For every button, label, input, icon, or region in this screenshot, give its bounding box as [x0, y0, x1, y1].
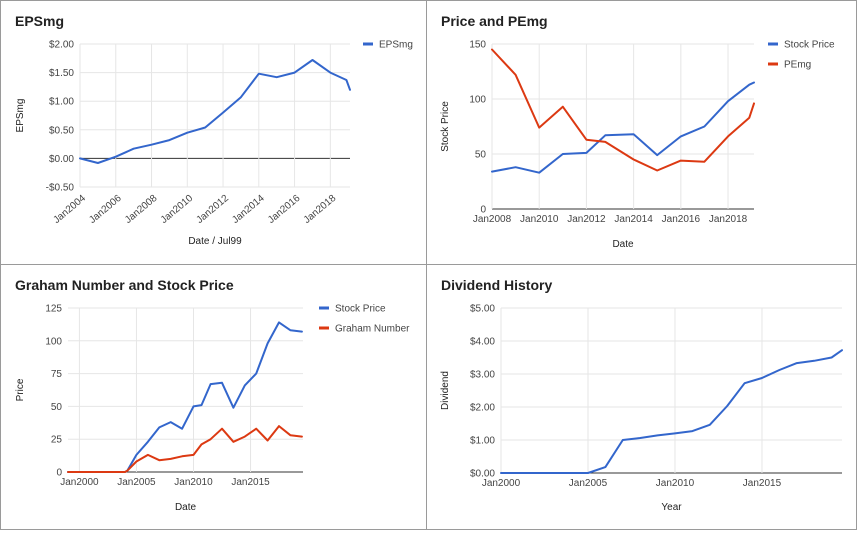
- graham-price-chart-panel: Graham Number and Stock Price 0 25 50 75 100 1…: [0, 264, 427, 530]
- x-tick-label: Jan2000: [60, 477, 99, 488]
- y-tick-label: 25: [51, 435, 63, 446]
- x-tick-label: Jan2014: [230, 193, 267, 226]
- y-tick-label: 150: [469, 40, 486, 51]
- y-tick-label: 75: [51, 369, 63, 380]
- series-line: [67, 425, 303, 473]
- y-axis-label: Stock Price: [440, 101, 451, 152]
- chart-svg: Dividend History $0.00 $1.00 $2.00 $3.00 $4.0…: [440, 277, 843, 513]
- y-tick-label: $2.00: [49, 40, 74, 51]
- y-tick-label: 0: [480, 205, 486, 216]
- x-tick-label: Jan2006: [87, 193, 124, 226]
- y-axis-label: EPSmg: [15, 99, 26, 133]
- y-tick-label: $2.00: [470, 403, 495, 414]
- y-tick-label: 125: [45, 304, 62, 315]
- price-pe-chart-panel: Price and PEmg 0 50 100 150 Jan2008 Jan2010 Jan…: [426, 0, 857, 265]
- legend-swatch: [363, 42, 373, 46]
- x-tick-label: Jan2005: [117, 477, 156, 488]
- legend-swatch: [319, 326, 329, 330]
- x-tick-label: Jan2008: [123, 193, 160, 226]
- x-tick-label: Jan2018: [302, 193, 339, 226]
- y-axis-label: Price: [15, 378, 26, 401]
- legend-swatch: [768, 42, 778, 46]
- chart-title: Graham Number and Stock Price: [15, 277, 234, 293]
- x-tick-label: Jan2012: [195, 193, 232, 226]
- chart-svg: Price and PEmg 0 50 100 150 Jan2008 Jan2010 Jan…: [440, 13, 835, 250]
- y-tick-label: $4.00: [470, 337, 495, 348]
- legend-swatch: [319, 306, 329, 310]
- x-tick-label: Jan2016: [266, 193, 303, 226]
- dividend-history-chart-panel: Dividend History $0.00 $1.00 $2.00 $3.00 $4.0…: [426, 264, 857, 530]
- x-tick-label: Jan2010: [174, 477, 213, 488]
- x-tick-label: Jan2008: [473, 214, 512, 225]
- legend-swatch: [768, 62, 778, 66]
- y-tick-label: $5.00: [470, 304, 495, 315]
- y-tick-label: -$0.50: [46, 183, 75, 194]
- chart-title: Dividend History: [441, 277, 552, 293]
- x-tick-label: Jan2004: [51, 193, 88, 226]
- chart-svg: Graham Number and Stock Price 0 25 50 75 100 1…: [15, 277, 410, 513]
- x-tick-label: Jan2010: [520, 214, 559, 225]
- series-line: [491, 81, 755, 174]
- series-line: [79, 59, 351, 164]
- legend-label: Stock Price: [335, 304, 386, 315]
- eps-chart-panel: EPSmg -$0.50 $0.00 $0.50 $1.00 $1.50 $2.00 Jan2…: [0, 0, 427, 265]
- x-tick-label: Jan2010: [159, 193, 196, 226]
- y-tick-label: $1.00: [470, 436, 495, 447]
- chart-title: Price and PEmg: [441, 13, 548, 29]
- x-tick-label: Jan2010: [656, 478, 695, 489]
- chart-title: EPSmg: [15, 13, 64, 29]
- x-axis-label: Date: [175, 502, 197, 513]
- legend-label: EPSmg: [379, 40, 413, 51]
- x-tick-label: Jan2005: [569, 478, 608, 489]
- x-axis-label: Date: [612, 239, 634, 250]
- y-tick-label: $0.50: [49, 125, 74, 136]
- x-tick-label: Jan2012: [567, 214, 606, 225]
- y-tick-label: 100: [45, 336, 62, 347]
- x-tick-label: Jan2015: [743, 478, 782, 489]
- x-tick-label: Jan2014: [614, 214, 653, 225]
- x-tick-label: Jan2015: [231, 477, 270, 488]
- y-axis-label: Dividend: [440, 371, 451, 410]
- y-tick-label: $1.00: [49, 97, 74, 108]
- legend-label: PEmg: [784, 60, 811, 71]
- legend-label: Stock Price: [784, 40, 835, 51]
- x-axis-label: Year: [661, 502, 682, 513]
- y-tick-label: 50: [51, 402, 63, 413]
- series-line: [500, 349, 843, 474]
- x-tick-label: Jan2016: [662, 214, 701, 225]
- y-tick-label: $1.50: [49, 68, 74, 79]
- y-tick-label: $0.00: [470, 469, 495, 480]
- y-tick-label: $3.00: [470, 370, 495, 381]
- chart-svg: EPSmg -$0.50 $0.00 $0.50 $1.00 $1.50 $2.00 Jan2…: [15, 13, 413, 247]
- y-tick-label: 100: [469, 95, 486, 106]
- y-tick-label: 0: [56, 468, 62, 479]
- legend-label: Graham Number: [335, 324, 410, 335]
- x-tick-label: Jan2018: [709, 214, 748, 225]
- y-tick-label: 50: [475, 150, 487, 161]
- x-tick-label: Jan2000: [482, 478, 521, 489]
- series-line: [67, 321, 303, 473]
- y-tick-label: $0.00: [49, 154, 74, 165]
- series-line: [491, 48, 755, 172]
- x-axis-label: Date / Jul99: [188, 236, 242, 247]
